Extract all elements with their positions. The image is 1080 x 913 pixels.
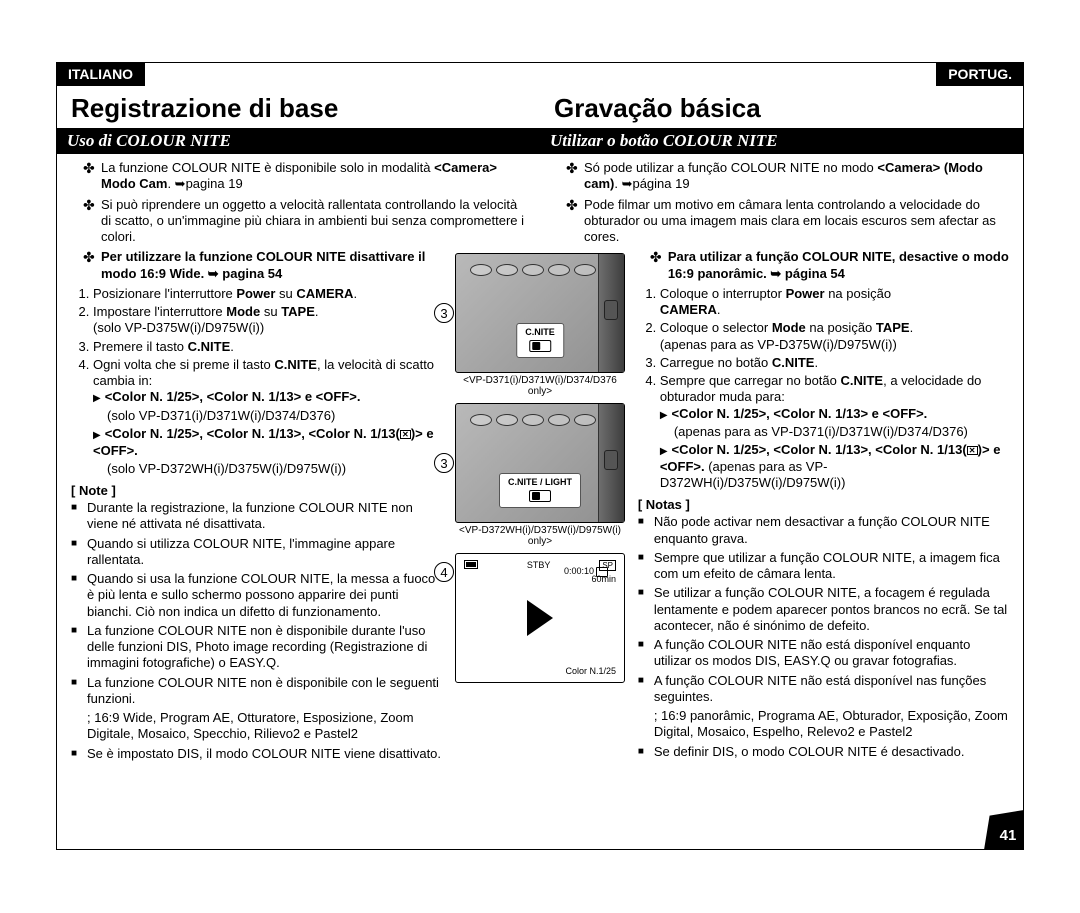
note-item: Se è impostato DIS, il modo COLOUR NITE … [71,746,442,762]
title-portuguese: Gravação básica [554,93,1023,124]
note-sub: ; 16:9 panorâmic, Programa AE, Obturador… [638,708,1009,741]
note-item: Se utilizar a função COLOUR NITE, a foca… [638,585,1009,634]
intro-item: ✤ La funzione COLOUR NITE è disponibile … [83,160,530,193]
figure-lcd: 4 STBY SP 0:00:10 60min Color N.1/25 [455,553,625,683]
bullet-icon: ✤ [566,160,584,193]
play-arrow-icon [527,600,553,636]
note-sub: ; 16:9 Wide, Program AE, Otturatore, Esp… [71,710,442,743]
steps-list: Posizionare l'interruttore Power su CAME… [71,286,442,477]
step-sub-note: (solo VP-D372WH(i)/D375W(i)/D975W(i)) [93,461,442,477]
intro-text: Si può riprendere un oggetto a velocità … [101,197,530,246]
column-figures: 3 C.NITE <VP-D371(i)/D371W(i)/D374/D376 … [448,249,632,765]
light-icon: ✕ [967,446,978,455]
note-item: Durante la registrazione, la funzione CO… [71,500,442,533]
figure-camera-2: 3 C.NITE / LIGHT [455,403,625,523]
intro-ref: . ➥página 19 [614,176,689,191]
bullet-icon: ✤ [650,249,668,282]
bullet-icon: ✤ [83,249,101,282]
lang-badge-italian: ITALIANO [56,62,145,86]
notes-list: Se è impostato DIS, il modo COLOUR NITE … [71,746,442,762]
intro-text: Pode filmar um motivo em câmara lenta co… [584,197,1005,246]
step-item: Coloque o selector Mode na posição TAPE.… [660,320,1009,353]
bullet-icon: ✤ [83,197,101,246]
bullet-icon: ✤ [566,197,584,246]
light-icon: ✕ [400,430,411,439]
manual-page: ITALIANO PORTUG. Registrazione di base G… [56,62,1024,850]
title-italian: Registrazione di base [71,93,540,124]
intro-item: ✤ Pode filmar um motivo em câmara lenta … [566,197,1005,246]
step-sub: <Color N. 1/25>, <Color N. 1/13> e <OFF>… [660,406,1009,423]
cnite-button-illustration: C.NITE [516,323,564,358]
note-item: Sempre que utilizar a função COLOUR NITE… [638,550,1009,583]
tape-icon [464,560,478,569]
note-item: Não pode activar nem desactivar a função… [638,514,1009,547]
lcd-minutes: 60min [591,574,616,584]
intro-item: ✤ Só pode utilizar a função COLOUR NITE … [566,160,1005,193]
notes-list: Não pode activar nem desactivar a função… [638,514,1009,705]
step-sub-note: (solo VP-D371(i)/D371W(i)/D374/D376) [93,408,442,424]
step-sub-note: (apenas para as VP-D371(i)/D371W(i)/D374… [660,424,1009,440]
step-note: (solo VP-D375W(i)/D975W(i)) [93,320,264,335]
lcd-color-label: Color N.1/25 [565,666,616,676]
intro-ref: . ➥pagina 19 [167,176,242,191]
lcd-stby: STBY [527,560,551,571]
intro-bold: Per utilizzare la funzione COLOUR NITE d… [101,249,442,282]
step-item: Carregue no botão C.NITE. [660,355,1009,371]
section-bar-italian: Uso di COLOUR NITE [57,128,540,154]
page-titles: Registrazione di base Gravação básica [57,93,1023,124]
intro-bold: Para utilizar a função COLOUR NITE, desa… [668,249,1009,282]
page-number-badge: 41 [984,810,1024,850]
figure-number-icon: 3 [434,453,454,473]
intro-item: ✤ Si può riprendere un oggetto a velocit… [83,197,530,246]
figure-caption: <VP-D372WH(i)/D375W(i)/D975W(i) only> [452,525,628,547]
intro-item: ✤ Para utilizar a função COLOUR NITE, de… [638,249,1009,282]
note-item: Quando si usa la funzione COLOUR NITE, l… [71,571,442,620]
lcd-time: 0:00:10 [564,566,594,576]
notes-heading: [ Note ] [71,483,442,498]
step-item: Premere il tasto C.NITE. [93,339,442,355]
step-item: Coloque o interruptor Power na posição C… [660,286,1009,319]
button-label: C.NITE [525,327,555,337]
note-item: Quando si utilizza COLOUR NITE, l'immagi… [71,536,442,569]
intro-text: La funzione COLOUR NITE è disponibile so… [101,160,434,175]
note-item: A função COLOUR NITE não está disponível… [638,637,1009,670]
main-columns: ✤ Per utilizzare la funzione COLOUR NITE… [57,249,1023,765]
lang-badge-portuguese: PORTUG. [936,62,1024,86]
section-bar-portuguese: Utilizar o botão COLOUR NITE [540,128,1023,154]
step-item: Posizionare l'interruttore Power su CAME… [93,286,442,302]
step-sub: <Color N. 1/25>, <Color N. 1/13> e <OFF>… [93,389,442,406]
language-badges: ITALIANO PORTUG. [57,62,1023,88]
column-italian: ✤ Per utilizzare la funzione COLOUR NITE… [57,249,448,765]
column-portuguese: ✤ Para utilizar a função COLOUR NITE, de… [632,249,1023,765]
step-note: (apenas para as VP-D375W(i)/D975W(i)) [660,337,897,352]
notes-list: Durante la registrazione, la funzione CO… [71,500,442,707]
figure-number-icon: 4 [434,562,454,582]
figure-number-icon: 3 [434,303,454,323]
intro-item: ✤ Per utilizzare la funzione COLOUR NITE… [71,249,442,282]
step-item: Impostare l'interruttore Mode su TAPE.(s… [93,304,442,337]
bullet-icon: ✤ [83,160,101,193]
step-item: Ogni volta che si preme il tasto C.NITE,… [93,357,442,477]
step-sub: <Color N. 1/25>, <Color N. 1/13>, <Color… [660,442,1009,491]
note-item: Se definir DIS, o modo COLOUR NITE é des… [638,744,1009,760]
step-item: Sempre que carregar no botão C.NITE, a v… [660,373,1009,491]
notes-heading: [ Notas ] [638,497,1009,512]
step-sub: <Color N. 1/25>, <Color N. 1/13>, <Color… [93,426,442,459]
intro-text: Só pode utilizar a função COLOUR NITE no… [584,160,877,175]
note-item: La funzione COLOUR NITE non è disponibil… [71,675,442,708]
note-item: La funzione COLOUR NITE non è disponibil… [71,623,442,672]
button-label: C.NITE / LIGHT [508,477,572,487]
notes-list: Se definir DIS, o modo COLOUR NITE é des… [638,744,1009,760]
cnite-light-button-illustration: C.NITE / LIGHT [499,473,581,508]
figure-caption: <VP-D371(i)/D371W(i)/D374/D376 only> [452,375,628,397]
steps-list: Coloque o interruptor Power na posição C… [638,286,1009,492]
note-item: A função COLOUR NITE não está disponível… [638,673,1009,706]
figure-camera-1: 3 C.NITE [455,253,625,373]
